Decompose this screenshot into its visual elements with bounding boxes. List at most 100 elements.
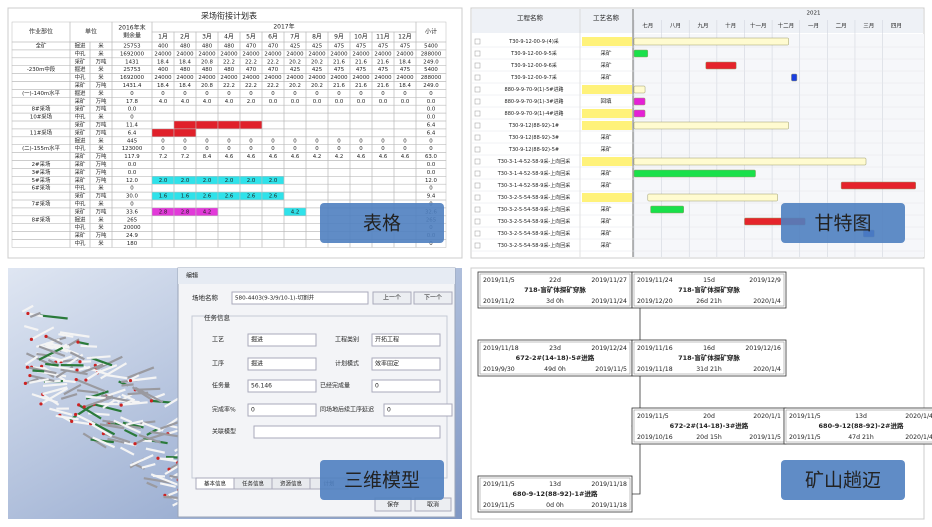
- model-rod: [121, 401, 148, 406]
- expand-box: [474, 230, 481, 237]
- process-cell: [582, 229, 632, 238]
- table-cell-text: 2.6: [269, 194, 278, 200]
- table-cell-text: -230m中段: [27, 65, 56, 73]
- model-rod: [142, 421, 164, 432]
- node-start: 2019/11/5: [483, 481, 515, 488]
- table-cell-text: 万吨: [96, 57, 107, 65]
- table-cell-text: 21.6: [355, 83, 368, 89]
- button-label: 保存: [387, 501, 399, 509]
- expand-box: [474, 242, 481, 249]
- table-cell-text: 24000: [154, 51, 172, 57]
- model-node: [119, 403, 123, 407]
- field-input[interactable]: [247, 403, 317, 417]
- table-cell-text: 2.0: [247, 99, 256, 105]
- model-rod: [106, 373, 128, 380]
- node: [783, 407, 932, 445]
- tab-label: 资源信息: [280, 480, 303, 488]
- arrow: [632, 426, 641, 495]
- table-cell-text: 24000: [374, 75, 392, 81]
- field-input[interactable]: [247, 333, 317, 347]
- model-rod: [143, 477, 172, 484]
- nav-button[interactable]: [372, 291, 412, 305]
- table-cell-text: 11#采场: [30, 128, 53, 136]
- header-cell: 3月: [202, 34, 212, 41]
- table-cell-text: 21.6: [377, 59, 390, 65]
- field-input[interactable]: [247, 357, 317, 371]
- table-cell-text: 18.4: [179, 83, 192, 89]
- table-cell-text: 18.4: [157, 83, 170, 89]
- field-input[interactable]: [253, 425, 441, 439]
- field-label: 已经完成量: [320, 382, 350, 390]
- node-end: 2019/12/16: [745, 345, 781, 352]
- field-input[interactable]: [371, 333, 441, 347]
- month-label: 一月: [808, 23, 819, 30]
- table-cell-text: 万吨: [96, 168, 107, 176]
- field-input[interactable]: [371, 379, 441, 393]
- node-float: 20d 15h: [696, 434, 722, 441]
- table-cell-text: 400: [158, 67, 169, 73]
- model-node: [28, 373, 32, 378]
- node-duration: 13d: [549, 481, 561, 488]
- table-cell-text: 11.4: [126, 122, 139, 128]
- table-cell-text: 万吨: [96, 192, 107, 200]
- table-cell-text: 21.6: [333, 59, 346, 65]
- table-cell-text: 米: [98, 136, 104, 144]
- node-inner: [479, 341, 631, 375]
- table-cell-text: 0: [381, 138, 385, 144]
- table-cell-text: 0: [337, 138, 341, 144]
- model-rod: [100, 394, 132, 403]
- model-rod: [130, 376, 157, 382]
- model-node: [23, 381, 27, 385]
- model-rod: [85, 395, 106, 400]
- node-late-start: 2019/11/18: [637, 366, 673, 373]
- field-input[interactable]: [247, 379, 317, 393]
- table-cell-text: 米: [98, 41, 104, 49]
- field-input[interactable]: [383, 403, 453, 417]
- table-cell-text: 2.0: [269, 178, 278, 184]
- month-label: 八月: [670, 23, 681, 30]
- table-cell-text: 24000: [308, 75, 326, 81]
- table-cell-text: 0: [315, 146, 319, 152]
- table-cell-text: 4.6: [401, 154, 410, 160]
- task-process: 采矿: [600, 133, 612, 141]
- table-cell-text: 0: [293, 91, 297, 97]
- month-label: 四月: [891, 23, 902, 30]
- field-input[interactable]: [371, 357, 441, 371]
- task-name: T30-3-2-5-54-58-9采-上向回采: [497, 242, 571, 249]
- process-cell: [582, 37, 632, 46]
- column-header: 工程名称: [517, 13, 544, 22]
- node: [631, 271, 787, 309]
- node-float: 26d 21h: [696, 298, 722, 305]
- nav-button[interactable]: [413, 291, 453, 305]
- table-cell-text: 24000: [374, 51, 392, 57]
- expand-box: [474, 206, 481, 213]
- table-cell-text: 4.6: [269, 154, 278, 160]
- table-cell-text: 0: [337, 146, 341, 152]
- table-cell-text: 475: [378, 43, 388, 49]
- gantt-bar: [633, 37, 789, 46]
- table-cell-text: 采矿: [75, 128, 86, 136]
- table-cell-text: 0: [249, 91, 253, 97]
- table-cell-text: 24000: [264, 51, 282, 57]
- badge-label: 甘特图: [814, 213, 871, 235]
- month-label: 三月: [863, 23, 874, 30]
- process-cell: [582, 169, 632, 178]
- model-rod: [113, 419, 141, 434]
- table-cell-text: 24000: [154, 75, 172, 81]
- header-cell: 4月: [224, 34, 234, 41]
- model-rod: [107, 437, 125, 444]
- table-cell: [173, 128, 197, 138]
- task-name: T30-3-2-5-54-58-9采-上向回采: [497, 194, 571, 201]
- node-duration: 20d: [703, 413, 715, 420]
- month-label: 九月: [698, 22, 709, 30]
- model-rod: [62, 379, 76, 384]
- header-cell: 5月: [246, 34, 256, 41]
- node-float: 3d 0h: [546, 298, 564, 305]
- table-cell-text: 0: [161, 138, 165, 144]
- expand-box: [474, 194, 481, 201]
- model-rod: [42, 386, 68, 396]
- model-rod: [83, 365, 110, 376]
- model-rod: [79, 363, 104, 375]
- gantt-bar: [633, 169, 756, 178]
- model-rod: [120, 416, 133, 424]
